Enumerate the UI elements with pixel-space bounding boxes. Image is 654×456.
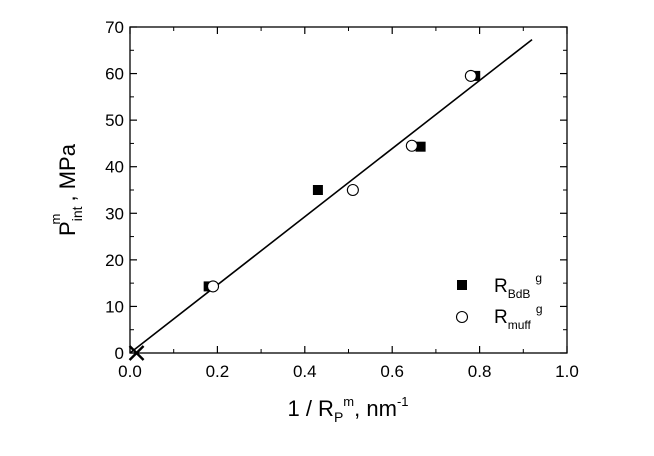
x-tick-label: 0.8 <box>468 362 492 381</box>
series-bdb <box>203 70 481 292</box>
x-tick-label: 0.0 <box>118 362 142 381</box>
x-axis-title-unit-sup: -1 <box>397 394 409 409</box>
x-axis-title-sub: P <box>334 409 343 425</box>
muff-point <box>206 280 220 293</box>
y-ticks <box>130 26 567 354</box>
legend-label-muff: Rmuffg <box>494 302 543 332</box>
x-tick-labels: 0.0 0.2 0.4 0.6 0.8 1.0 <box>118 362 579 381</box>
fit-line <box>129 38 533 354</box>
x-axis-title-sup: m <box>343 394 354 409</box>
muff-point <box>464 69 477 82</box>
y-tick-labels: 0 10 20 30 40 50 60 70 <box>105 18 124 363</box>
legend-bdb-sub: BdB <box>508 287 531 301</box>
y-axis-title-suffix: , MPa <box>55 143 80 207</box>
x-ticks <box>129 27 568 353</box>
legend-muff-sub: muff <box>508 318 532 332</box>
bdb-point <box>415 141 426 152</box>
legend-marker-muff <box>455 310 469 324</box>
x-axis-title: 1 / RPm, nm-1 <box>287 394 408 425</box>
y-tick-label: 30 <box>105 204 124 223</box>
x-tick-label: 1.0 <box>555 362 579 381</box>
x-axis-title-mid: , nm <box>354 396 397 421</box>
origin-marker <box>128 345 145 361</box>
x-axis-title-prefix: 1 / R <box>287 396 333 421</box>
legend-muff-base: R <box>494 307 508 328</box>
y-tick-label: 20 <box>105 251 124 270</box>
y-tick-label: 70 <box>105 18 124 37</box>
origin-cross-b <box>128 345 145 361</box>
series-muff <box>206 69 477 293</box>
legend: RBdBg Rmuffg <box>455 271 543 332</box>
y-axis-title-sub: int <box>69 206 85 221</box>
legend-marker-bdb <box>457 280 467 290</box>
y-axis-title-prefix: P <box>55 221 80 236</box>
y-axis-title: Pintm , MPa <box>48 143 85 236</box>
y-tick-label: 50 <box>105 111 124 130</box>
muff-point <box>405 139 418 152</box>
legend-muff-sup: g <box>536 302 543 316</box>
y-tick-label: 40 <box>105 158 124 177</box>
muff-point <box>346 183 359 197</box>
legend-label-bdb: RBdB g <box>494 271 542 301</box>
y-axis-title-sup: m <box>48 214 63 225</box>
x-tick-label: 0.6 <box>380 362 404 381</box>
bdb-point <box>312 185 323 195</box>
x-tick-label: 0.4 <box>293 362 317 381</box>
y-tick-label: 60 <box>105 65 124 84</box>
x-tick-label: 0.2 <box>206 362 230 381</box>
y-tick-label: 10 <box>105 297 124 316</box>
y-tick-label: 0 <box>115 344 124 363</box>
legend-bdb-base: R <box>494 276 508 297</box>
legend-bdb-sup: g <box>535 271 542 285</box>
